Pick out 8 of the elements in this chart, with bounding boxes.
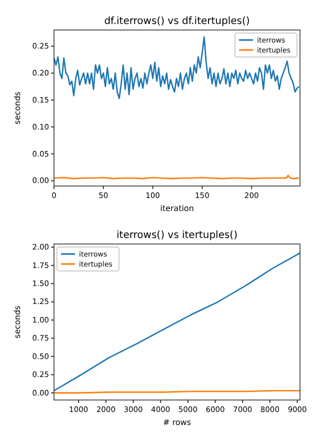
y-axis-title: seconds bbox=[13, 306, 22, 338]
chart-title: iterrows() vs itertuples() bbox=[116, 230, 238, 241]
x-axis-title: iteration bbox=[160, 204, 194, 213]
line-series bbox=[53, 252, 301, 392]
x-axis-title: # rows bbox=[163, 418, 191, 427]
line-series bbox=[53, 36, 300, 100]
y-axis-title: seconds bbox=[13, 92, 22, 124]
chart-title: df.iterrows() vs df.itertuples() bbox=[104, 16, 250, 27]
